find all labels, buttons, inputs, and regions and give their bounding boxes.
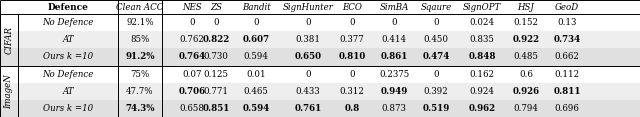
Text: 0.922: 0.922 xyxy=(513,35,540,44)
Text: 0.433: 0.433 xyxy=(296,87,320,96)
Text: 0.822: 0.822 xyxy=(202,35,230,44)
Text: No Defence: No Defence xyxy=(42,70,93,79)
Text: 0.924: 0.924 xyxy=(470,87,495,96)
Text: AT: AT xyxy=(62,87,74,96)
Text: 0.794: 0.794 xyxy=(513,104,538,113)
Text: HSJ: HSJ xyxy=(518,2,534,11)
Text: Defence: Defence xyxy=(47,2,88,11)
Text: ECO: ECO xyxy=(342,2,362,11)
Text: 0.8: 0.8 xyxy=(344,104,360,113)
Text: 0: 0 xyxy=(213,18,219,27)
Text: SignHunter: SignHunter xyxy=(283,2,333,11)
Text: 0.848: 0.848 xyxy=(468,52,496,61)
Text: 0: 0 xyxy=(253,18,259,27)
Text: Ours k =10: Ours k =10 xyxy=(43,52,93,61)
Bar xyxy=(0,100,640,117)
Bar xyxy=(0,66,640,83)
Text: 0: 0 xyxy=(305,18,311,27)
Text: 0.949: 0.949 xyxy=(380,87,408,96)
Text: 0.465: 0.465 xyxy=(244,87,268,96)
Text: 0.658: 0.658 xyxy=(179,104,205,113)
Text: NES: NES xyxy=(182,2,202,11)
Text: 0.112: 0.112 xyxy=(554,70,580,79)
Text: GeoD: GeoD xyxy=(555,2,579,11)
Text: No Defence: No Defence xyxy=(42,18,93,27)
Text: 0.485: 0.485 xyxy=(513,52,538,61)
Text: 47.7%: 47.7% xyxy=(126,87,154,96)
Text: 85%: 85% xyxy=(131,35,150,44)
Text: Ours k =10: Ours k =10 xyxy=(43,104,93,113)
Text: 0.6: 0.6 xyxy=(519,70,533,79)
Text: 0.125: 0.125 xyxy=(204,70,228,79)
Text: 0.926: 0.926 xyxy=(513,87,540,96)
Text: 0.851: 0.851 xyxy=(202,104,230,113)
Text: 0.861: 0.861 xyxy=(380,52,408,61)
Text: 0.07: 0.07 xyxy=(182,70,202,79)
Text: 0.810: 0.810 xyxy=(339,52,365,61)
Text: Clean ACC: Clean ACC xyxy=(116,2,164,11)
Text: 0.696: 0.696 xyxy=(555,104,579,113)
Text: CIFAR: CIFAR xyxy=(4,26,13,54)
Text: 0: 0 xyxy=(391,18,397,27)
Text: 0.594: 0.594 xyxy=(244,52,268,61)
Text: 0.730: 0.730 xyxy=(204,52,228,61)
Text: 0.474: 0.474 xyxy=(422,52,450,61)
Text: 0.771: 0.771 xyxy=(204,87,228,96)
Text: 0.873: 0.873 xyxy=(381,104,406,113)
Text: 0.450: 0.450 xyxy=(424,35,449,44)
Text: Bandit: Bandit xyxy=(242,2,270,11)
Text: 0.519: 0.519 xyxy=(422,104,450,113)
Text: 0: 0 xyxy=(433,70,439,79)
Text: 0: 0 xyxy=(349,18,355,27)
Text: Sqaure: Sqaure xyxy=(420,2,452,11)
Bar xyxy=(0,83,640,100)
Text: 0: 0 xyxy=(349,70,355,79)
Text: 0.594: 0.594 xyxy=(243,104,269,113)
Text: SimBA: SimBA xyxy=(380,2,409,11)
Text: 0.381: 0.381 xyxy=(296,35,321,44)
Text: 0: 0 xyxy=(433,18,439,27)
Text: 0.607: 0.607 xyxy=(243,35,269,44)
Text: 0: 0 xyxy=(189,18,195,27)
Text: 0: 0 xyxy=(305,70,311,79)
Text: 0.01: 0.01 xyxy=(246,70,266,79)
Text: 0.162: 0.162 xyxy=(470,70,495,79)
Text: 0.2375: 0.2375 xyxy=(379,70,409,79)
Text: 0.13: 0.13 xyxy=(557,18,577,27)
Bar xyxy=(0,0,640,14)
Text: 0.024: 0.024 xyxy=(470,18,495,27)
Text: 0.762: 0.762 xyxy=(180,35,204,44)
Text: 0.706: 0.706 xyxy=(179,87,205,96)
Text: 0.312: 0.312 xyxy=(340,87,364,96)
Text: AT: AT xyxy=(62,35,74,44)
Text: ZS: ZS xyxy=(210,2,222,11)
Bar xyxy=(0,48,640,66)
Text: 75%: 75% xyxy=(131,70,150,79)
Text: SignOPT: SignOPT xyxy=(463,2,501,11)
Text: 0.377: 0.377 xyxy=(340,35,364,44)
Text: 0.414: 0.414 xyxy=(381,35,406,44)
Text: 91.2%: 91.2% xyxy=(125,52,155,61)
Text: 0.392: 0.392 xyxy=(424,87,449,96)
Text: 0.761: 0.761 xyxy=(294,104,322,113)
Text: 0.152: 0.152 xyxy=(513,18,538,27)
Text: 0.764: 0.764 xyxy=(179,52,205,61)
Bar xyxy=(0,14,640,31)
Text: 0.962: 0.962 xyxy=(468,104,495,113)
Text: 74.3%: 74.3% xyxy=(125,104,155,113)
Text: 92.1%: 92.1% xyxy=(126,18,154,27)
Text: 0.662: 0.662 xyxy=(555,52,579,61)
Text: 0.734: 0.734 xyxy=(554,35,580,44)
Text: ImageN: ImageN xyxy=(4,74,13,109)
Bar xyxy=(0,31,640,48)
Text: 0.650: 0.650 xyxy=(294,52,321,61)
Text: 0.835: 0.835 xyxy=(470,35,495,44)
Text: 0.811: 0.811 xyxy=(553,87,580,96)
